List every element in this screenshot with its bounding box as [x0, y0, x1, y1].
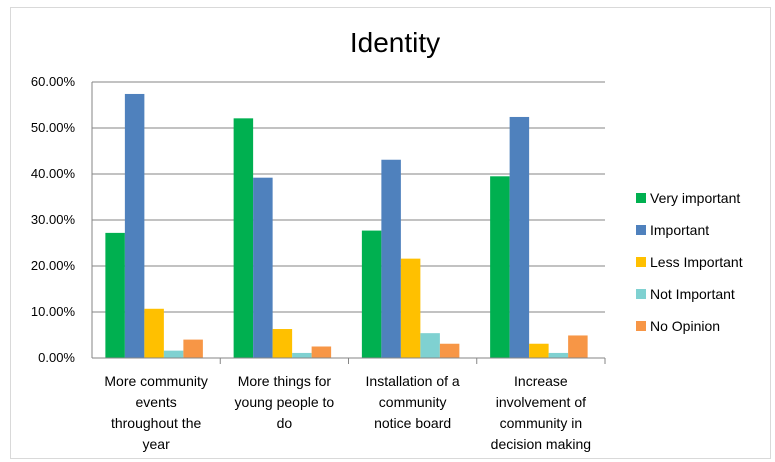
- legend-swatch: [636, 257, 646, 267]
- category-label: More things for: [238, 373, 332, 389]
- bar: [253, 177, 273, 358]
- bar: [529, 343, 549, 358]
- legend-swatch: [636, 193, 646, 203]
- bar: [439, 343, 460, 358]
- legend-swatch: [636, 289, 646, 299]
- y-tick-label: 10.00%: [31, 304, 76, 319]
- legend-label: Less Important: [650, 254, 743, 270]
- bar: [509, 116, 530, 359]
- bar: [311, 346, 332, 358]
- y-tick-label: 0.00%: [38, 350, 75, 365]
- category-label: young people to: [235, 394, 335, 410]
- y-tick-label: 20.00%: [31, 258, 76, 273]
- category-label: Installation of a: [366, 373, 460, 389]
- category-label: decision making: [491, 436, 591, 452]
- bar: [490, 176, 510, 358]
- category-label: involvement of: [496, 394, 586, 410]
- y-tick-label: 60.00%: [31, 74, 76, 89]
- category-label: Increase: [514, 373, 568, 389]
- bar: [124, 93, 145, 359]
- legend-swatch: [636, 321, 646, 331]
- legend-label: Very important: [650, 190, 740, 206]
- bar: [361, 230, 382, 358]
- category-label: notice board: [374, 415, 451, 431]
- bar: [420, 333, 440, 358]
- bar: [400, 258, 421, 358]
- category-label: community: [379, 394, 447, 410]
- chart-title: Identity: [350, 27, 440, 58]
- bar: [272, 329, 293, 358]
- category-label: year: [143, 436, 171, 452]
- bar: [105, 232, 125, 358]
- category-label: More community: [104, 373, 207, 389]
- bar: [548, 352, 569, 358]
- legend-swatch: [636, 225, 646, 235]
- bar: [381, 159, 401, 358]
- bar: [144, 308, 164, 358]
- category-label: events: [136, 394, 177, 410]
- bar: [292, 352, 312, 358]
- bar: [568, 335, 588, 358]
- legend-label: Not Important: [650, 286, 735, 302]
- bar: [233, 118, 254, 358]
- legend-label: Important: [650, 222, 709, 238]
- y-tick-label: 40.00%: [31, 166, 76, 181]
- y-tick-label: 50.00%: [31, 120, 76, 135]
- category-label: do: [277, 415, 293, 431]
- bar: [183, 339, 203, 358]
- category-label: throughout the: [111, 415, 202, 431]
- category-label: community in: [500, 415, 582, 431]
- legend-label: No Opinion: [650, 318, 720, 334]
- y-tick-label: 30.00%: [31, 212, 76, 227]
- bar: [163, 350, 184, 358]
